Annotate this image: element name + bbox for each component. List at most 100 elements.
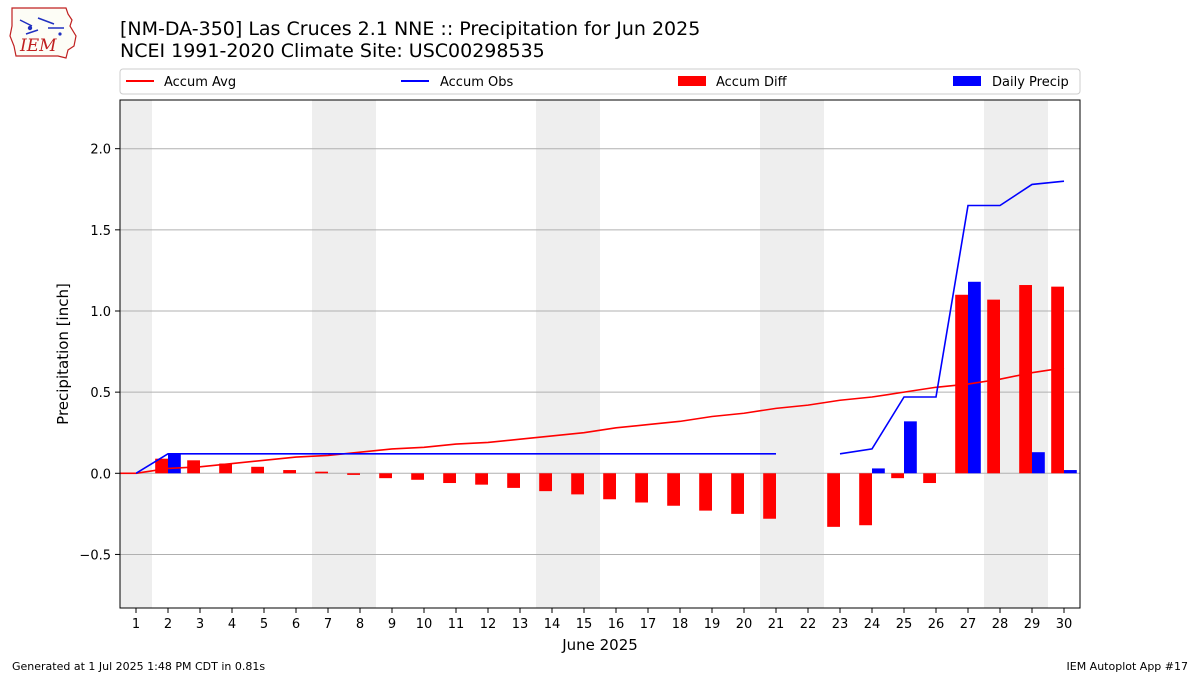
x-tick-label: 13 xyxy=(512,617,529,632)
x-tick-label: 4 xyxy=(228,617,236,632)
x-tick-label: 1 xyxy=(132,617,140,632)
legend-label-accum-avg: Accum Avg xyxy=(164,75,236,90)
legend-label-accum-obs: Accum Obs xyxy=(440,75,513,90)
daily-precip-bar xyxy=(1064,470,1077,474)
accum-diff-bar xyxy=(475,473,488,485)
accum-diff-bar xyxy=(859,473,872,526)
weekend-band xyxy=(344,100,376,608)
accum-diff-bar xyxy=(635,473,648,503)
daily-precip-bar xyxy=(904,421,917,474)
accum-avg-line xyxy=(135,367,1065,475)
accum-diff-bar xyxy=(923,473,936,484)
legend-swatch-accum-diff xyxy=(678,76,706,86)
daily-precip-bar xyxy=(968,281,981,474)
x-tick-label: 27 xyxy=(960,617,977,632)
x-tick-label: 17 xyxy=(640,617,657,632)
legend-box xyxy=(119,68,1081,95)
weekend-band xyxy=(536,100,568,608)
x-axis-label: June 2025 xyxy=(561,636,638,654)
y-tick-label: 1.0 xyxy=(90,305,111,320)
legend-swatch-daily-precip xyxy=(953,76,981,86)
daily-precip-bar xyxy=(872,468,885,474)
weekend-band xyxy=(568,100,600,608)
x-tick-label: 16 xyxy=(608,617,625,632)
accum-diff-bar xyxy=(219,463,232,474)
x-tick-label: 14 xyxy=(544,617,561,632)
accum-diff-bar xyxy=(411,473,424,480)
x-tick-label: 21 xyxy=(768,617,785,632)
logo-text: IEM xyxy=(19,36,57,56)
x-tick-label: 3 xyxy=(196,617,204,632)
accum-diff-bar xyxy=(987,299,1000,474)
x-tick-label: 11 xyxy=(448,617,465,632)
x-tick-label: 19 xyxy=(704,617,721,632)
accum-diff-bar xyxy=(443,473,456,484)
y-tick-label: 2.0 xyxy=(90,143,111,158)
legend: Accum Avg Accum Obs Accum Diff Daily Pre… xyxy=(119,68,1081,95)
x-tick-label: 18 xyxy=(672,617,689,632)
x-tick-label: 9 xyxy=(388,617,396,632)
chart-subtitle: NCEI 1991-2020 Climate Site: USC00298535 xyxy=(120,40,545,62)
x-tick-label: 20 xyxy=(736,617,753,632)
y-tick-label: 0.5 xyxy=(90,386,111,401)
x-tick-label: 25 xyxy=(896,617,913,632)
accum-obs-line xyxy=(135,453,776,474)
daily-precip-bar xyxy=(168,453,181,474)
gridlines xyxy=(120,148,1080,555)
accum-diff-bar xyxy=(699,473,712,511)
accum-diff-bar xyxy=(379,473,392,479)
accum-diff-bar xyxy=(1019,285,1032,474)
accum-diff-bar xyxy=(1051,286,1064,474)
accum-diff-bar xyxy=(251,466,264,474)
x-tick-label: 8 xyxy=(356,617,364,632)
accum-diff-bar xyxy=(891,473,904,479)
x-tick-label: 26 xyxy=(928,617,945,632)
weekend-shading xyxy=(120,100,1048,608)
ticks: −0.50.00.51.01.52.01 2 3 4 5 6 7 8 9 10 11 12 13 14 15… xyxy=(79,143,1072,632)
plot-frame xyxy=(119,99,1081,609)
weekend-band xyxy=(120,100,152,608)
iem-logo-graphic: IEM xyxy=(9,7,77,59)
y-tick-label: 1.5 xyxy=(90,224,111,239)
x-tick-label: 28 xyxy=(992,617,1009,632)
accum-diff-bar xyxy=(507,473,520,488)
x-tick-label: 2 xyxy=(164,617,172,632)
accum-diff-bar xyxy=(571,473,584,495)
weekend-band xyxy=(312,100,344,608)
footer-generated: Generated at 1 Jul 2025 1:48 PM CDT in 0… xyxy=(12,660,266,673)
accum-diff-bar xyxy=(315,471,328,474)
x-tick-label: 7 xyxy=(324,617,332,632)
iem-logo: IEM xyxy=(8,6,80,60)
accum-diff-bar xyxy=(827,473,840,527)
x-tick-label: 24 xyxy=(864,617,881,632)
y-axis-label: Precipitation [inch] xyxy=(54,283,72,425)
x-tick-label: 5 xyxy=(260,617,268,632)
footer-app-id: IEM Autoplot App #17 xyxy=(1066,660,1189,673)
bars xyxy=(155,281,1077,527)
accum-diff-bar xyxy=(731,473,744,514)
accum-diff-bar xyxy=(283,470,296,474)
accum-diff-bar xyxy=(603,473,616,500)
accum-diff-bar xyxy=(763,473,776,519)
lines xyxy=(120,180,1065,475)
x-tick-label: 29 xyxy=(1024,617,1041,632)
accum-diff-bar xyxy=(539,473,552,492)
x-tick-label: 30 xyxy=(1056,617,1073,632)
weekend-band xyxy=(760,100,792,608)
x-tick-label: 15 xyxy=(576,617,593,632)
x-tick-label: 12 xyxy=(480,617,497,632)
x-tick-label: 10 xyxy=(416,617,433,632)
x-tick-label: 6 xyxy=(292,617,300,632)
x-tick-label: 23 xyxy=(832,617,849,632)
accum-diff-bar xyxy=(667,473,680,506)
legend-label-accum-diff: Accum Diff xyxy=(716,75,788,90)
accum-obs-line xyxy=(839,180,1065,455)
chart-title: [NM-DA-350] Las Cruces 2.1 NNE :: Precip… xyxy=(120,18,701,40)
weekend-band xyxy=(792,100,824,608)
accum-diff-bar xyxy=(347,473,360,475)
legend-label-daily-precip: Daily Precip xyxy=(992,75,1069,90)
x-tick-label: 22 xyxy=(800,617,817,632)
y-tick-label: 0.0 xyxy=(90,467,111,482)
daily-precip-bar xyxy=(1032,452,1045,474)
